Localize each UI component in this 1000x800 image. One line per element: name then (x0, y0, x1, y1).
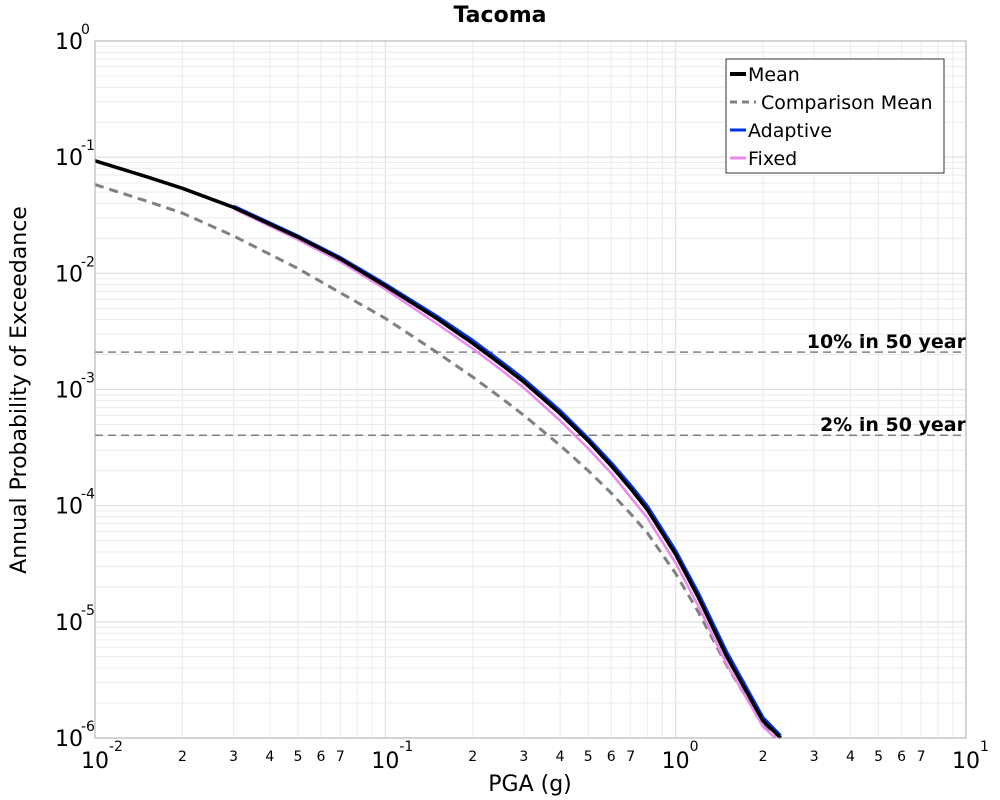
y-tick-label: 10 (55, 727, 83, 752)
x-minor-tick-label: 2 (468, 749, 477, 765)
legend-label-adaptive: Adaptive (748, 120, 832, 142)
y-tick-exponent: -3 (81, 371, 95, 387)
y-tick-label: 10 (55, 495, 83, 520)
series-line-mean (94, 159, 782, 740)
x-minor-tick-label: 7 (626, 749, 635, 765)
y-tick-label: 10 (55, 146, 83, 171)
x-minor-tick-label: 4 (846, 749, 855, 765)
x-minor-tick-label: 6 (316, 749, 325, 765)
x-minor-tick-label: 5 (293, 749, 302, 765)
legend: Mean Comparison Mean Adaptive Fixed (725, 58, 945, 174)
y-tick-label: 10 (55, 379, 83, 404)
legend-label-comparison-mean: Comparison Mean (761, 92, 933, 114)
x-tick-label: 10 (371, 749, 399, 774)
x-minor-tick-label: 7 (917, 749, 926, 765)
x-tick-exponent: 0 (690, 739, 699, 755)
series-lines (94, 159, 782, 740)
legend-label-fixed: Fixed (748, 148, 797, 170)
series-line-comparison-mean (94, 183, 777, 740)
x-minor-tick-label: 2 (178, 749, 187, 765)
y-tick-label: 10 (55, 262, 83, 287)
reference-line-label: 2% in 50 year (820, 414, 967, 436)
x-minor-tick-label: 5 (584, 749, 593, 765)
x-tick-label: 10 (662, 749, 690, 774)
x-minor-tick-label: 6 (607, 749, 616, 765)
x-minor-tick-label: 2 (759, 749, 768, 765)
x-minor-tick-label: 3 (229, 749, 238, 765)
x-minor-tick-label: 4 (265, 749, 274, 765)
x-tick-exponent: -2 (109, 739, 123, 755)
x-minor-tick-label: 3 (519, 749, 528, 765)
x-tick-exponent: -1 (399, 739, 413, 755)
x-minor-tick-label: 3 (810, 749, 819, 765)
y-tick-exponent: -2 (81, 254, 95, 270)
plot-frame (94, 40, 967, 739)
x-axis-label: PGA (g) (488, 772, 572, 797)
reference-line-label: 10% in 50 year (807, 331, 967, 353)
y-tick-label: 10 (55, 30, 83, 55)
legend-box (725, 58, 945, 174)
y-tick-exponent: -5 (81, 603, 95, 619)
x-tick-label: 10 (81, 749, 109, 774)
x-minor-tick-label: 4 (556, 749, 565, 765)
legend-label-mean: Mean (748, 64, 800, 86)
y-axis-label: Annual Probability of Exceedance (7, 206, 32, 574)
x-minor-tick-label: 5 (874, 749, 883, 765)
y-tick-exponent: -4 (81, 487, 95, 503)
y-tick-exponent: -1 (81, 138, 95, 154)
y-tick-exponent: 0 (81, 22, 90, 38)
grid (94, 41, 966, 739)
x-tick-label: 10 (952, 749, 980, 774)
y-tick-label: 10 (55, 611, 83, 636)
x-tick-exponent: 1 (980, 739, 989, 755)
chart-title: Tacoma (454, 3, 547, 28)
y-tick-exponent: -6 (81, 719, 95, 735)
x-minor-tick-label: 6 (897, 749, 906, 765)
series-line-fixed (232, 207, 776, 739)
x-minor-tick-label: 7 (336, 749, 345, 765)
reference-lines: 10% in 50 year 2% in 50 year (95, 331, 967, 436)
